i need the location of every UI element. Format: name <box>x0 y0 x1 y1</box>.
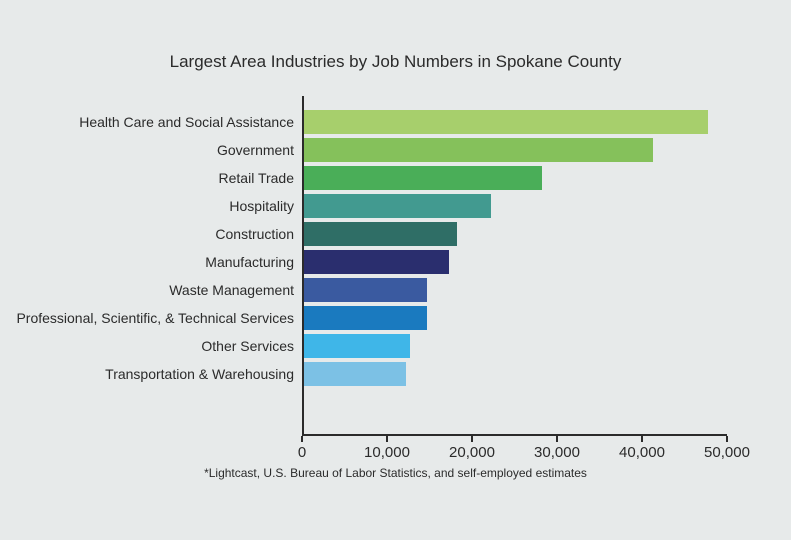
plot-area: Health Care and Social AssistanceGovernm… <box>302 96 727 436</box>
y-axis-label: Professional, Scientific, & Technical Se… <box>16 306 294 330</box>
y-axis-label: Retail Trade <box>219 166 294 190</box>
x-axis-tick-label: 40,000 <box>619 444 665 461</box>
y-axis-label: Transportation & Warehousing <box>105 362 294 386</box>
bar <box>304 194 491 218</box>
chart-title: Largest Area Industries by Job Numbers i… <box>0 52 791 72</box>
chart-container: Largest Area Industries by Job Numbers i… <box>0 0 791 540</box>
bar <box>304 334 410 358</box>
bar <box>304 362 406 386</box>
y-axis-label: Health Care and Social Assistance <box>79 110 294 134</box>
bar <box>304 222 457 246</box>
chart-footnote: *Lightcast, U.S. Bureau of Labor Statist… <box>0 466 791 480</box>
x-axis-line <box>302 434 727 436</box>
bar <box>304 306 427 330</box>
x-axis-tick <box>301 436 303 442</box>
bar <box>304 278 427 302</box>
x-axis-tick-label: 0 <box>298 444 306 461</box>
bar <box>304 138 653 162</box>
x-axis-tick-label: 10,000 <box>364 444 410 461</box>
y-axis-label: Other Services <box>201 334 294 358</box>
x-axis-tick <box>726 436 728 442</box>
y-axis-label: Hospitality <box>229 194 294 218</box>
x-axis-tick <box>556 436 558 442</box>
bar <box>304 250 449 274</box>
bar <box>304 110 708 134</box>
y-axis-label: Government <box>217 138 294 162</box>
x-axis-tick <box>386 436 388 442</box>
x-axis-tick <box>641 436 643 442</box>
y-axis-label: Manufacturing <box>205 250 294 274</box>
x-axis-tick-label: 30,000 <box>534 444 580 461</box>
y-axis-label: Construction <box>215 222 294 246</box>
x-axis-tick-label: 20,000 <box>449 444 495 461</box>
y-axis-label: Waste Management <box>169 278 294 302</box>
bar <box>304 166 542 190</box>
x-axis-tick <box>471 436 473 442</box>
x-axis-tick-label: 50,000 <box>704 444 750 461</box>
